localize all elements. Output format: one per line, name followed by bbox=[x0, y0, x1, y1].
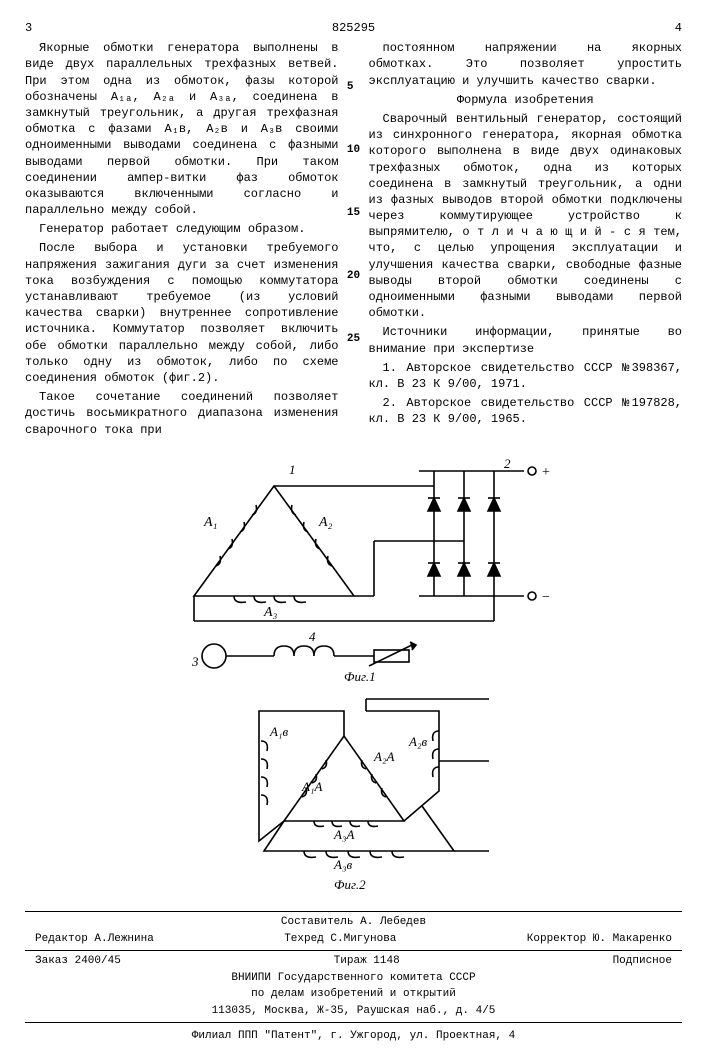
line-num: 10 bbox=[347, 143, 360, 158]
label-a1: А₁ bbox=[203, 515, 217, 530]
paragraph: Такое сочетание соединений позволяет дос… bbox=[25, 389, 339, 438]
label-plus: + bbox=[542, 465, 550, 480]
org-line2: по делам изобретений и открытий bbox=[251, 987, 456, 1002]
label-3: 3 bbox=[191, 654, 199, 669]
label-1: 1 bbox=[289, 462, 296, 477]
org-address: 113035, Москва, Ж-35, Раушская наб., д. … bbox=[212, 1004, 496, 1019]
compiler-row: Составитель А. Лебедев bbox=[25, 914, 682, 931]
paragraph: постоянном напряжении на якорных обмотка… bbox=[369, 40, 683, 89]
order-num: Заказ 2400/45 bbox=[35, 954, 121, 969]
label-a3a: А₃А bbox=[333, 827, 354, 842]
page-num-right: 4 bbox=[675, 20, 682, 36]
page-header: 3 825295 4 bbox=[25, 20, 682, 36]
page-num-left: 3 bbox=[25, 20, 32, 36]
filial-line: Филиал ППП "Патент", г. Ужгород, ул. Про… bbox=[25, 1029, 682, 1044]
line-num: 25 bbox=[347, 332, 360, 347]
formula-paragraph: Сварочный вентильный генератор, состоящи… bbox=[369, 111, 683, 321]
paragraph: Генератор работает следующим образом. bbox=[25, 221, 339, 237]
order-row: Заказ 2400/45 Тираж 1148 Подписное bbox=[25, 953, 682, 970]
formula-title: Формула изобретения bbox=[369, 92, 683, 108]
line-num: 5 bbox=[347, 80, 360, 95]
label-a2: А₂ bbox=[318, 515, 333, 530]
label-4: 4 bbox=[309, 629, 316, 644]
imprint-footer: Составитель А. Лебедев Редактор А.Лежнин… bbox=[25, 911, 682, 1023]
text-columns: 5 10 15 20 25 Якорные обмотки генератора… bbox=[25, 40, 682, 441]
figure-1: А₁ А₂ А₃ 1 2 3 4 + − Фиг.1 bbox=[144, 456, 564, 686]
label-a2a: А₂А bbox=[373, 749, 394, 764]
label-minus: − bbox=[542, 590, 550, 605]
tirazh: Тираж 1148 bbox=[334, 954, 400, 969]
label-a3: А₃ bbox=[263, 605, 278, 620]
paragraph: Якорные обмотки генератора выполнены в в… bbox=[25, 40, 339, 218]
label-a1b: А₁в bbox=[269, 724, 288, 739]
line-num: 15 bbox=[347, 206, 360, 221]
patent-number: 825295 bbox=[332, 20, 375, 36]
sources-title: Источники информации, принятые во вниман… bbox=[369, 324, 683, 356]
source-entry: 2. Авторское свидетельство СССР №197828,… bbox=[369, 395, 683, 427]
label-2: 2 bbox=[504, 456, 511, 471]
left-column: Якорные обмотки генератора выполнены в в… bbox=[25, 40, 339, 441]
subscription: Подписное bbox=[613, 954, 672, 969]
figure-2: А₁в А₂А А₂в А₁А А₃А А₃в Фиг.2 bbox=[194, 691, 514, 891]
line-num: 20 bbox=[347, 269, 360, 284]
corrector: Корректор Ю. Макаренко bbox=[527, 932, 672, 947]
right-column: постоянном напряжении на якорных обмотка… bbox=[369, 40, 683, 441]
techred: Техред С.Мигунова bbox=[284, 932, 396, 947]
org-line1: ВНИИПИ Государственного комитета СССР bbox=[231, 971, 475, 986]
label-a1a: А₁А bbox=[301, 779, 322, 794]
figures-block: А₁ А₂ А₃ 1 2 3 4 + − Фиг.1 А bbox=[25, 456, 682, 896]
paragraph: После выбора и установки требуемого напр… bbox=[25, 240, 339, 386]
compiler: Составитель А. Лебедев bbox=[281, 915, 426, 930]
source-entry: 1. Авторское свидетельство СССР №398367,… bbox=[369, 360, 683, 392]
label-a3b: А₃в bbox=[333, 857, 352, 872]
editor-row: Редактор А.Лежнина Техред С.Мигунова Кор… bbox=[25, 931, 682, 948]
editor: Редактор А.Лежнина bbox=[35, 932, 154, 947]
label-a2b: А₂в bbox=[408, 734, 427, 749]
line-number-gutter: 5 10 15 20 25 bbox=[347, 80, 360, 394]
fig1-caption: Фиг.1 bbox=[344, 669, 376, 684]
fig2-caption: Фиг.2 bbox=[334, 877, 366, 891]
